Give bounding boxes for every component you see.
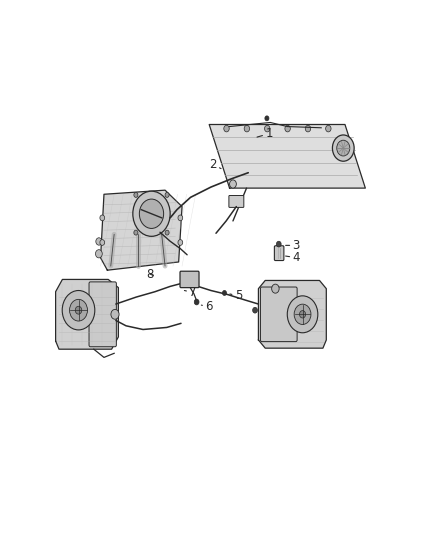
Text: 1: 1 — [257, 127, 273, 140]
Circle shape — [253, 308, 258, 313]
Circle shape — [75, 306, 82, 314]
Circle shape — [300, 311, 306, 318]
Circle shape — [95, 249, 102, 258]
FancyBboxPatch shape — [274, 246, 284, 261]
Circle shape — [70, 300, 88, 321]
Circle shape — [265, 116, 269, 121]
Polygon shape — [209, 125, 365, 188]
FancyBboxPatch shape — [229, 196, 244, 207]
Polygon shape — [101, 190, 182, 270]
Circle shape — [96, 238, 102, 245]
Circle shape — [100, 240, 105, 245]
Circle shape — [285, 125, 290, 132]
Circle shape — [133, 191, 170, 236]
FancyBboxPatch shape — [261, 287, 297, 342]
Circle shape — [139, 199, 164, 229]
FancyBboxPatch shape — [89, 282, 117, 347]
Text: 2: 2 — [209, 158, 221, 171]
Circle shape — [223, 290, 226, 295]
Circle shape — [305, 125, 311, 132]
Circle shape — [276, 241, 281, 247]
Circle shape — [178, 215, 183, 221]
Circle shape — [194, 299, 199, 305]
Text: 3: 3 — [286, 239, 300, 252]
Circle shape — [62, 290, 95, 330]
Circle shape — [100, 215, 105, 221]
Circle shape — [287, 296, 318, 333]
Circle shape — [325, 125, 331, 132]
Polygon shape — [258, 280, 326, 348]
Circle shape — [230, 180, 237, 188]
Circle shape — [165, 192, 169, 197]
FancyBboxPatch shape — [180, 271, 199, 288]
Circle shape — [165, 230, 169, 235]
Text: 6: 6 — [201, 301, 212, 313]
Circle shape — [265, 125, 270, 132]
Circle shape — [337, 140, 350, 156]
Circle shape — [134, 192, 138, 197]
Circle shape — [272, 284, 279, 293]
Circle shape — [244, 125, 250, 132]
Text: 5: 5 — [230, 289, 242, 302]
Circle shape — [178, 240, 183, 245]
Text: 4: 4 — [286, 251, 300, 264]
Circle shape — [111, 309, 119, 319]
Circle shape — [224, 125, 229, 132]
Circle shape — [134, 230, 138, 235]
Circle shape — [294, 304, 311, 325]
Polygon shape — [56, 279, 118, 349]
Circle shape — [332, 135, 354, 161]
Text: 8: 8 — [146, 268, 154, 280]
Text: 7: 7 — [184, 286, 197, 299]
